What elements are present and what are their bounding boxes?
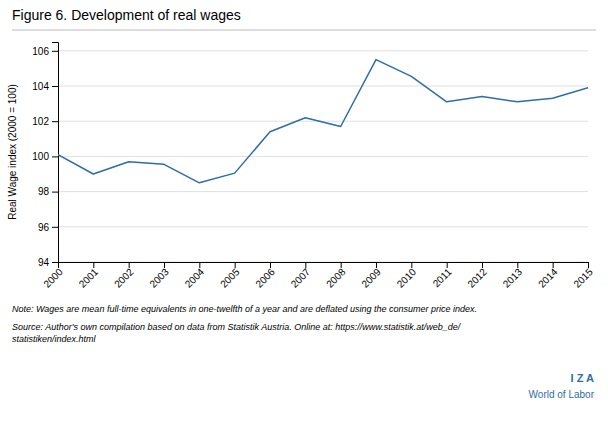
grid-line	[58, 50, 588, 51]
x-tick-mark	[517, 262, 518, 268]
x-tick-label: 2004	[183, 266, 207, 290]
x-tick: 2005	[218, 262, 242, 290]
x-tick: 2012	[465, 262, 489, 290]
y-tick: 102	[32, 116, 58, 127]
annotation-line: Note: Wages are mean full-time equivalen…	[12, 304, 477, 314]
brand-subtitle: World of Labor	[529, 389, 595, 400]
x-tick-label: 2003	[147, 266, 171, 290]
y-tick: 100	[32, 151, 58, 162]
x-tick: 2002	[112, 262, 136, 290]
y-tick-label: 96	[38, 222, 50, 233]
x-tick: 2009	[359, 262, 383, 290]
x-tick-label: 2002	[112, 266, 136, 290]
x-axis-line	[59, 263, 589, 269]
grid-line	[58, 191, 588, 192]
y-tick-mark	[52, 51, 58, 52]
x-tick-label: 2009	[359, 266, 383, 290]
y-tick: 96	[38, 222, 58, 233]
x-tick: 2011	[431, 262, 454, 289]
y-tick-label: 106	[32, 46, 49, 57]
x-tick-mark	[447, 262, 448, 268]
y-tick-mark	[52, 121, 58, 122]
title: Figure 6. Development of real wages	[12, 7, 241, 23]
x-tick-mark	[305, 262, 306, 268]
grid	[58, 51, 588, 262]
x-tick-mark	[482, 262, 483, 268]
annotation-line: Source: Author's own compilation based o…	[12, 322, 462, 332]
x-tick-label: 2005	[218, 266, 242, 290]
y-axis-title: Real Wage index (2000 = 100)	[7, 84, 18, 220]
y-tick-label: 104	[32, 81, 49, 92]
separator	[12, 30, 596, 31]
x-tick-mark	[376, 262, 377, 268]
note: Note: Wages are mean full-time equivalen…	[12, 304, 477, 314]
x-tick-label: 2006	[253, 266, 277, 290]
x-tick: 2006	[253, 262, 277, 290]
x-axis: 2000 2001 2002 2003 2004 2005 2006 2007 2008 2009…	[41, 262, 595, 290]
x-tick-mark	[58, 262, 59, 268]
x-tick-label: 2008	[324, 266, 348, 290]
source: Source: Author's own compilation based o…	[12, 322, 462, 344]
grid-line	[58, 156, 588, 157]
x-tick: 2013	[501, 262, 525, 290]
y-tick: 98	[38, 186, 58, 197]
x-tick: 2001	[77, 262, 101, 290]
x-tick-label: 2014	[536, 266, 560, 290]
plot-area	[58, 60, 588, 183]
x-tick: 2008	[324, 262, 348, 290]
x-tick-mark	[411, 262, 412, 268]
x-tick-mark	[588, 262, 589, 268]
x-tick: 2015	[571, 262, 595, 290]
x-tick-label: 2000	[41, 266, 65, 290]
y-tick-label: 102	[32, 116, 49, 127]
x-tick: 2003	[147, 262, 171, 290]
data-line	[58, 60, 588, 183]
x-tick-mark	[235, 262, 236, 268]
y-axis-line	[52, 43, 59, 263]
x-tick-label: 2001	[77, 266, 101, 290]
x-tick-mark	[164, 262, 165, 268]
x-tick-mark	[93, 262, 94, 268]
grid-line	[58, 86, 588, 87]
x-tick-mark	[129, 262, 130, 268]
y-tick-label: 98	[38, 186, 50, 197]
x-tick: 2004	[183, 262, 207, 290]
x-tick-label: 2011	[431, 266, 454, 289]
brand: I Z A	[571, 372, 594, 384]
x-tick-mark	[270, 262, 271, 268]
y-axis: 94 96 98 100 102 104 106	[32, 43, 58, 268]
y-tick-mark	[52, 262, 58, 263]
y-tick-mark	[52, 86, 58, 87]
x-tick-label: 2012	[465, 266, 489, 290]
grid-line	[58, 226, 588, 227]
y-tick-mark	[52, 192, 58, 193]
y-tick: 104	[32, 81, 58, 92]
x-tick-label: 2013	[501, 266, 525, 290]
x-tick-label: 2007	[289, 266, 313, 290]
y-tick-label: 100	[32, 151, 49, 162]
y-tick-mark	[52, 227, 58, 228]
x-tick-mark	[553, 262, 554, 268]
y-tick-label: 94	[38, 257, 50, 268]
x-tick: 2007	[289, 262, 313, 290]
x-tick: 2010	[395, 262, 419, 290]
annotation-line: statistiken/index.html	[12, 334, 97, 344]
x-tick-mark	[341, 262, 342, 268]
x-tick-label: 2015	[571, 266, 595, 290]
x-tick: 2014	[536, 262, 560, 290]
x-tick: 2000	[41, 262, 65, 290]
y-tick-mark	[52, 156, 58, 157]
chart-svg: Figure 6. Development of real wages94969…	[0, 0, 608, 422]
y-tick: 106	[32, 46, 58, 57]
y-tick: 94	[38, 257, 58, 268]
x-tick-mark	[199, 262, 200, 268]
x-tick-label: 2010	[395, 266, 419, 290]
